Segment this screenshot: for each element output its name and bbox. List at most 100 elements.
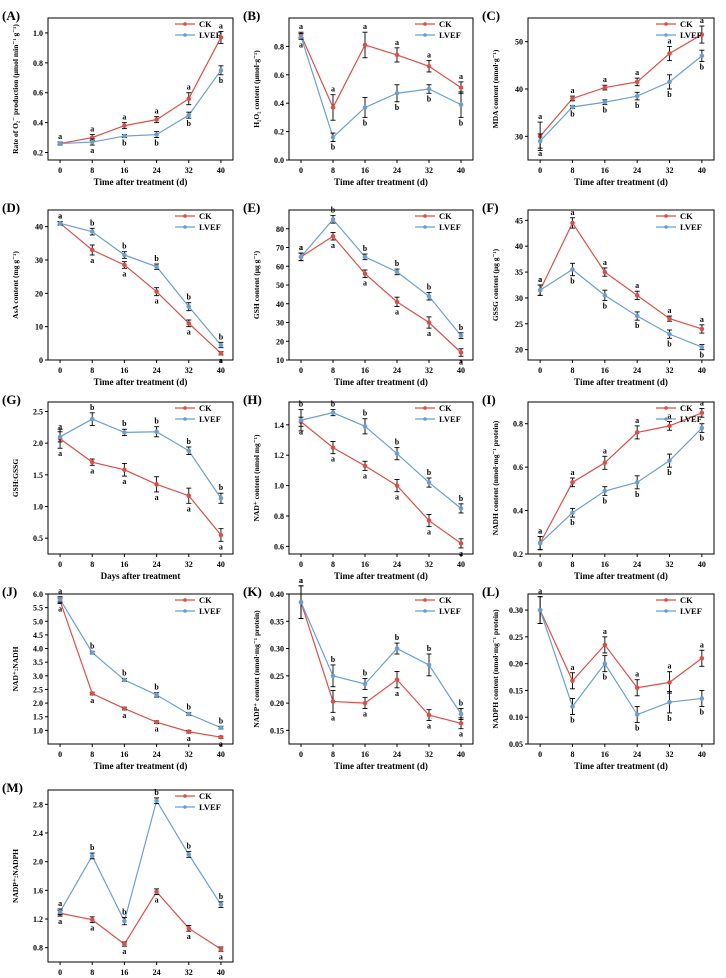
x-tick-label: 16 bbox=[601, 750, 609, 759]
y-axis-label: NADPH content (nmol·mg⁻¹ protein) bbox=[491, 609, 500, 729]
y-tick-label: 40 bbox=[515, 242, 523, 251]
y-tick-label: 1.5 bbox=[33, 471, 43, 480]
y-tick-label: 25 bbox=[515, 320, 523, 329]
y-tick-label: 0.40 bbox=[270, 590, 284, 599]
data-point bbox=[537, 607, 543, 613]
data-point bbox=[570, 704, 575, 709]
y-tick-label: 0.8 bbox=[33, 944, 43, 953]
data-point bbox=[699, 425, 705, 431]
significance-label: b bbox=[122, 242, 127, 251]
data-point bbox=[537, 138, 543, 144]
significance-label: a bbox=[538, 275, 542, 284]
significance-label: b bbox=[603, 302, 608, 311]
data-point bbox=[394, 52, 400, 58]
significance-label: b bbox=[122, 669, 127, 678]
legend-marker bbox=[183, 214, 187, 218]
series-lvef: a b b b b b bbox=[298, 206, 464, 339]
y-tick-label: 45 bbox=[515, 216, 523, 225]
significance-label: a bbox=[299, 22, 303, 31]
data-point bbox=[154, 798, 159, 804]
data-point bbox=[122, 133, 127, 139]
significance-label: a bbox=[700, 399, 704, 408]
data-point bbox=[330, 699, 336, 704]
significance-label: a bbox=[122, 711, 126, 720]
significance-label: b bbox=[187, 703, 192, 712]
legend-label: LVEF bbox=[439, 414, 461, 424]
significance-label: a bbox=[700, 315, 704, 324]
series-lvef: b b b b b b bbox=[298, 400, 464, 514]
significance-label: b bbox=[459, 494, 464, 503]
significance-label: a bbox=[395, 308, 399, 317]
significance-label: a bbox=[122, 269, 126, 278]
significance-label: b bbox=[570, 277, 575, 286]
x-tick-label: 32 bbox=[185, 968, 193, 977]
significance-label: b bbox=[603, 106, 608, 115]
significance-label: a bbox=[187, 83, 191, 92]
plot-frame bbox=[288, 401, 474, 555]
data-point bbox=[394, 299, 400, 305]
significance-label: b bbox=[331, 655, 336, 664]
significance-label: a bbox=[668, 662, 672, 671]
significance-label: a bbox=[90, 696, 94, 705]
x-axis-label: Time after treatment (d) bbox=[574, 177, 668, 187]
significance-label: a bbox=[331, 455, 335, 464]
panel-label: (G) bbox=[2, 392, 21, 407]
data-point bbox=[394, 451, 400, 456]
x-axis-label: Time after treatment (d) bbox=[94, 761, 188, 771]
data-point bbox=[394, 646, 400, 651]
significance-label: b bbox=[603, 496, 608, 505]
y-axis-label: NADP⁺:NADPH bbox=[11, 849, 20, 903]
significance-label: a bbox=[700, 640, 704, 649]
data-point bbox=[634, 293, 640, 298]
data-point bbox=[537, 287, 543, 293]
legend-label: CK bbox=[439, 211, 452, 221]
x-tick-label: 16 bbox=[601, 560, 609, 569]
y-tick-label: 1.0 bbox=[33, 29, 43, 38]
legend-marker bbox=[423, 417, 427, 421]
x-tick-label: 8 bbox=[331, 366, 335, 375]
data-point bbox=[602, 293, 608, 298]
data-point bbox=[154, 289, 159, 294]
significance-label: b bbox=[427, 283, 432, 292]
x-tick-label: 16 bbox=[361, 750, 369, 759]
y-tick-label: 5.0 bbox=[33, 617, 43, 626]
y-tick-label: 0.25 bbox=[509, 633, 523, 642]
x-tick-label: 32 bbox=[425, 560, 433, 569]
significance-label: b bbox=[187, 293, 192, 302]
legend-marker bbox=[664, 609, 668, 613]
series-line bbox=[539, 427, 703, 544]
series-line bbox=[59, 600, 222, 738]
significance-label: a bbox=[363, 471, 367, 480]
data-point bbox=[362, 42, 368, 48]
data-point bbox=[298, 254, 304, 260]
data-point bbox=[667, 423, 672, 429]
y-tick-label: 0.10 bbox=[509, 713, 523, 722]
series-line bbox=[59, 890, 222, 950]
y-axis-label: MDA content (nmol·g⁻¹) bbox=[491, 49, 500, 128]
y-tick-label: 0.8 bbox=[274, 512, 284, 521]
y-tick-label: 80 bbox=[276, 225, 284, 234]
significance-label: b bbox=[459, 323, 464, 332]
x-tick-label: 16 bbox=[361, 366, 369, 375]
panel-d: (D) 0 10 20 30 40 0 8 16 24 32 40 Time after treatme… bbox=[2, 200, 234, 387]
y-tick-label: 70 bbox=[276, 244, 284, 253]
legend-marker bbox=[183, 417, 187, 421]
y-tick-label: 1.0 bbox=[33, 726, 43, 735]
data-point bbox=[186, 493, 192, 499]
legend-marker bbox=[183, 225, 187, 229]
data-point bbox=[154, 692, 159, 698]
significance-label: b bbox=[459, 118, 464, 127]
series-line bbox=[300, 601, 462, 715]
data-point bbox=[122, 918, 127, 924]
y-axis-label: NADP⁺ content (nmol·mg⁻¹ protein) bbox=[252, 610, 261, 728]
data-point bbox=[570, 510, 575, 516]
plot-frame bbox=[47, 593, 234, 745]
y-tick-label: 0.8 bbox=[33, 59, 43, 68]
significance-label: a bbox=[427, 722, 431, 731]
x-tick-label: 0 bbox=[299, 366, 303, 375]
significance-label: a bbox=[219, 21, 223, 30]
significance-label: a bbox=[219, 356, 223, 365]
series-lvef: a b b b b b bbox=[57, 212, 224, 349]
data-point bbox=[362, 271, 368, 277]
